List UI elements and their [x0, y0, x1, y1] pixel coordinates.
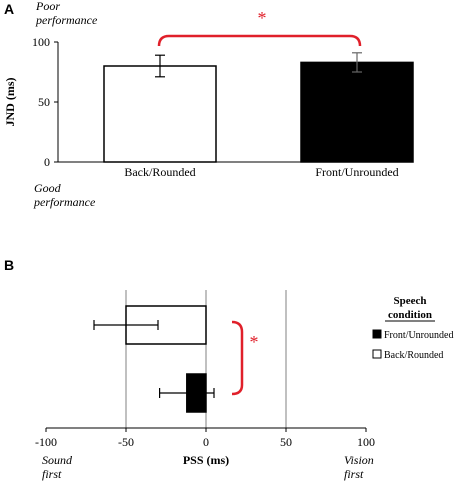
x-tick-label: 50 [280, 435, 292, 449]
significance-asterisk: * [258, 8, 267, 28]
legend-label-front-unrounded: Front/Unrounded [384, 330, 453, 341]
sound-annotation-line1: Sound [42, 453, 73, 467]
bar-front-unrounded [300, 61, 414, 163]
category-label-back-rounded: Back/Rounded [124, 165, 195, 179]
x-tick-label: -50 [118, 435, 134, 449]
x-axis-label: PSS (ms) [183, 453, 229, 467]
category-label-front-unrounded: Front/Unrounded [315, 165, 398, 179]
legend-swatch-front-unrounded [372, 329, 382, 339]
x-tick-label: 100 [357, 435, 375, 449]
good-annotation-line1: Good [34, 181, 62, 195]
poor-annotation-line2: performance [35, 13, 98, 27]
sound-annotation-line2: first [42, 467, 62, 481]
legend-title-line1: Speech [394, 295, 427, 307]
y-tick-label: 0 [44, 155, 50, 169]
significance-asterisk: * [250, 332, 259, 352]
y-axis-label: JND (ms) [3, 78, 17, 127]
panel-b: B -100 -50 0 50 100 * PSS (ms) Sound first V… [4, 257, 453, 481]
panel-a: A Poor performance JND (ms) 0 50 100 Back/… [3, 0, 414, 209]
legend-title-line2: condition [388, 309, 432, 321]
y-tick-label: 50 [38, 95, 50, 109]
legend-swatch-back-rounded [372, 349, 382, 359]
good-annotation-line2: performance [33, 195, 96, 209]
y-tick-label: 100 [32, 35, 50, 49]
legend-label-back-rounded: Back/Rounded [384, 350, 443, 361]
significance-bracket [157, 34, 362, 47]
legend-items: Front/Unrounded Back/Rounded [372, 329, 453, 361]
x-tick-label: 0 [203, 435, 209, 449]
bar-back-rounded [103, 65, 217, 163]
legend: Speech condition Front/Unrounded Back/Rou… [372, 295, 453, 361]
y-ticks: 0 50 100 [32, 35, 58, 169]
panel-a-label: A [4, 1, 14, 17]
x-ticks: -100 -50 0 50 100 [35, 428, 375, 449]
x-tick-label: -100 [35, 435, 57, 449]
significance-bracket [231, 320, 244, 396]
panel-b-label: B [4, 257, 14, 273]
vision-annotation-line1: Vision [344, 453, 374, 467]
bars [93, 305, 215, 413]
poor-annotation-line1: Poor [35, 0, 60, 13]
vision-annotation-line2: first [344, 467, 364, 481]
bars: Back/Rounded Front/Unrounded [103, 52, 414, 179]
